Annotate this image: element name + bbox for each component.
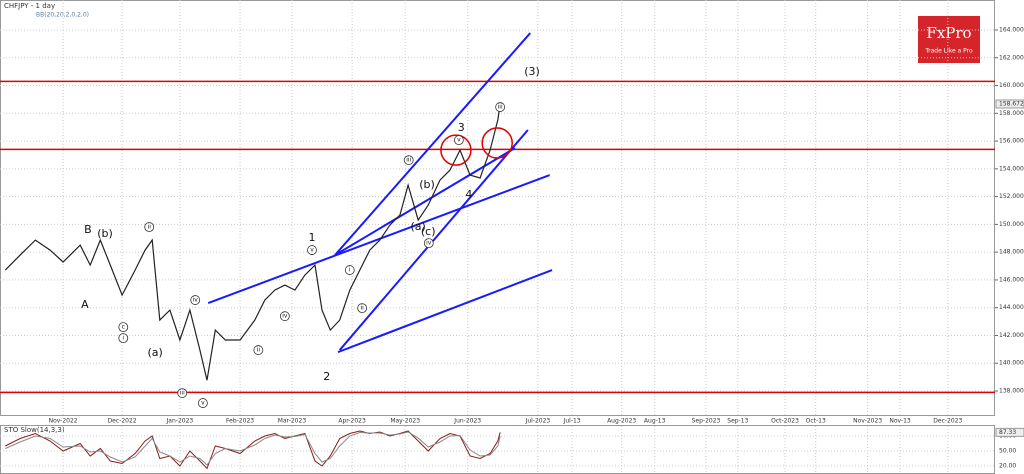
highlight-circle [481,127,513,159]
wave-label: iii [498,104,503,111]
oscillator-line [5,431,501,466]
y-tick-label: 152.000 [999,193,1024,200]
x-tick-label: Nov-13 [889,418,911,425]
x-tick-label: Apr-2023 [338,418,366,425]
wave-label: 3 [458,121,465,134]
y-tick-label: 146.000 [999,276,1024,283]
x-tick-label: Nov-2022 [49,418,78,425]
y-tick-label: 160.000 [999,82,1024,89]
oscillator-title: STO Slow(14,3,3) [4,426,65,434]
y-tick-label: 164.000 [999,26,1024,33]
wave-label: ii [148,224,152,231]
wave-label: (a) [411,220,426,233]
logo-box [918,16,980,63]
price-line [4,103,501,381]
wave-label: (3) [524,65,540,78]
wave-label: iv [193,297,199,304]
oscillator-line [5,430,501,470]
wave-label: (b) [419,178,435,191]
wave-circle [403,155,414,165]
y-tick-label: 154.000 [999,165,1024,172]
y-tick-label: 20.00 [999,463,1016,470]
price-box [995,99,1024,109]
wave-label: ii [257,347,261,354]
x-tick-label: Feb-2023 [226,418,254,425]
logo-tagline: Trade Like a Pro [924,48,973,55]
wave-circle [190,295,201,305]
wave-label: 1 [309,231,316,244]
wave-label: A [81,298,89,311]
x-tick-label: Aug-13 [644,418,666,425]
x-tick-label: Nov-2023 [853,418,882,425]
wave-label: 4 [465,188,472,201]
wave-circle [279,311,290,322]
x-tick-label: Dec-2023 [933,418,962,425]
wave-circle [144,222,155,232]
wave-circle [197,398,208,408]
indicator-label: BB(20,20,2,0,2,0) [36,12,89,19]
wave-label: v [457,137,461,144]
chart-title: CHFJPY - 1 day [4,2,55,10]
y-tick-label: 148.000 [999,249,1024,256]
value-box [995,427,1024,437]
y-tick-label: 162.000 [999,54,1024,61]
x-tick-label: Dec-2022 [108,418,137,425]
x-tick-label: Mar-2023 [278,418,307,425]
y-tick-label: 138.000 [999,388,1024,395]
wave-circle [118,322,129,333]
x-tick-label: Oct-2023 [771,418,799,425]
price-label: 158.672 [999,100,1024,107]
x-tick-label: Oct-13 [806,418,826,425]
logo-name: FxPro [926,24,971,42]
wave-label: v [201,400,205,407]
wave-label: c [122,324,125,331]
highlight-circle [440,134,472,166]
wave-label: ii [360,305,364,312]
y-tick-label: 144.000 [999,304,1024,311]
y-tick-label: 156.000 [999,138,1024,145]
trend-line [338,129,529,351]
wave-circle [253,345,264,355]
wave-label: (a) [147,346,162,359]
y-tick-label: 158.000 [999,110,1024,117]
trend-line [337,269,553,354]
wave-label: v [310,247,314,254]
y-tick-label: 140.000 [999,360,1024,367]
wave-label: (b) [97,227,113,240]
x-tick-label: Sep-2023 [692,418,721,425]
wave-label: iii [180,390,185,397]
wave-label: iv [426,240,432,247]
wave-circle [344,265,355,275]
value-label: 87.33 [999,429,1016,436]
x-tick-label: May-2023 [390,418,420,425]
trend-line [207,174,551,305]
x-tick-label: Jan-2023 [166,418,194,425]
x-tick-label: Jun-2023 [453,418,481,425]
y-tick-label: 142.000 [999,332,1024,339]
x-tick-label: Aug-2023 [607,418,636,425]
oscillator-panel [0,425,995,474]
x-tick-label: Jul-13 [563,418,581,425]
x-tick-label: Jul-2023 [525,418,551,425]
wave-circle [453,135,464,146]
wave-circle [118,333,129,344]
wave-circle [307,245,317,255]
y-tick-label: 50.00 [999,448,1016,455]
wave-label: B [84,223,92,236]
wave-label: i [349,267,351,274]
wave-label: iv [282,313,288,320]
y-tick-label: 150.000 [999,221,1024,228]
wave-label: (c) [421,225,436,238]
wave-circle [495,102,506,112]
wave-circle [423,238,434,249]
wave-circle [177,388,188,398]
x-tick-label: Sep-13 [727,418,748,425]
wave-label: iii [406,157,411,164]
wave-label: i [122,335,124,342]
wave-circle [357,303,368,314]
wave-label: 2 [323,370,330,383]
trend-line [334,32,531,256]
